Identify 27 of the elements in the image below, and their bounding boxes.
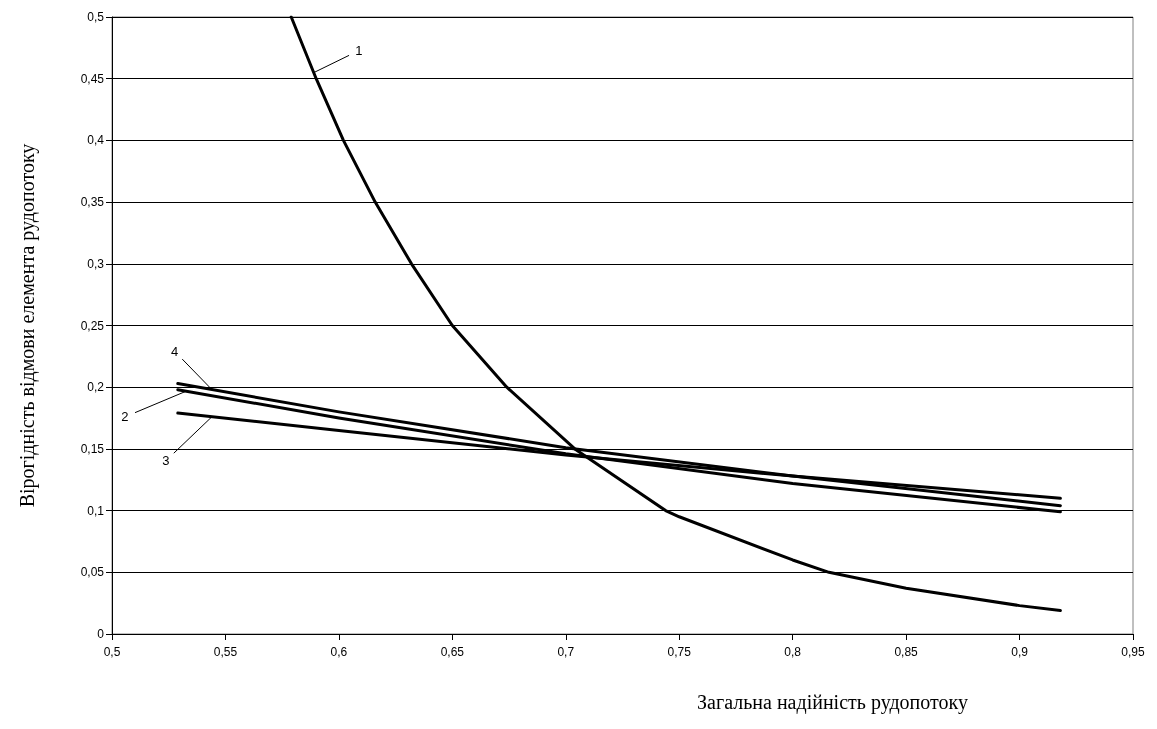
x-tick-label: 0,75 [667, 645, 692, 659]
x-tick-label: 0,55 [213, 645, 238, 659]
y-tick-label: 0,45 [80, 71, 105, 86]
annotation: 1 [355, 43, 363, 59]
annotation: 3 [162, 453, 170, 469]
y-tick-label: 0,1 [87, 503, 105, 518]
annotation: 2 [121, 409, 129, 425]
y-tick-label: 0,2 [87, 380, 105, 395]
x-axis-title: Загальна надійність рудопотоку [697, 691, 968, 714]
x-tick-label: 0,9 [1011, 645, 1029, 659]
x-tick-label: 0,8 [784, 645, 802, 659]
x-tick-label: 0,5 [103, 645, 121, 659]
x-tick-label: 0,7 [557, 645, 575, 659]
y-axis-title: Вірогідність відмови елемента рудопотоку [16, 143, 39, 508]
y-tick-label: 0,5 [87, 10, 105, 24]
x-tick-label: 0,95 [1121, 645, 1145, 659]
x-tick-label: 0,65 [440, 645, 465, 659]
x-tick-label: 0,6 [330, 645, 348, 659]
y-tick-label: 0,3 [87, 256, 105, 271]
y-tick-label: 0,25 [80, 318, 105, 333]
y-tick-label: 0,4 [87, 133, 105, 148]
y-tick-label: 0 [97, 627, 105, 641]
y-tick-label: 0,15 [80, 441, 105, 456]
x-tick-label: 0,85 [894, 645, 919, 659]
y-tick-label: 0,35 [80, 195, 105, 210]
y-tick-label: 0,05 [80, 565, 105, 580]
annotation: 4 [170, 343, 179, 359]
